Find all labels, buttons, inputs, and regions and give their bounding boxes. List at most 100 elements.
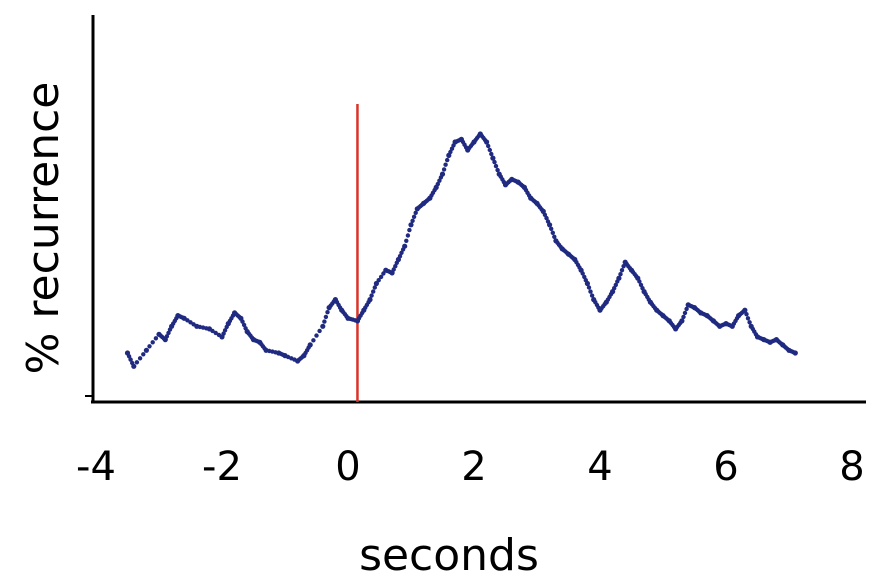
trace-dot bbox=[747, 320, 752, 325]
data-point bbox=[307, 342, 313, 348]
trace-dot bbox=[371, 289, 376, 294]
trace-dot bbox=[637, 279, 642, 284]
x-tick-label: 8 bbox=[839, 444, 864, 490]
trace-dot bbox=[487, 147, 492, 153]
trace-dot bbox=[682, 310, 688, 316]
trace-dot bbox=[549, 226, 554, 231]
trace-dot bbox=[150, 340, 155, 345]
trace-dot bbox=[582, 274, 587, 280]
x-tick-labels: -4 -2 0 2 4 6 8 bbox=[76, 444, 865, 490]
x-tick-label: 2 bbox=[461, 444, 486, 490]
trace-dot bbox=[413, 210, 418, 215]
trace-dot bbox=[437, 178, 442, 183]
trace-dot bbox=[210, 328, 215, 334]
trace-dot bbox=[410, 218, 415, 223]
trace-dot bbox=[323, 314, 329, 320]
trace-dot bbox=[391, 267, 396, 272]
trace-dot bbox=[550, 230, 555, 235]
trace-dot bbox=[322, 319, 327, 324]
data-point bbox=[402, 243, 408, 249]
trace-dot bbox=[618, 272, 623, 277]
data-point bbox=[547, 222, 553, 228]
trace-dot bbox=[372, 285, 377, 290]
trace-dot bbox=[378, 274, 384, 280]
trace-dot bbox=[213, 330, 218, 336]
trace-dot bbox=[441, 167, 447, 172]
trace-dot bbox=[745, 316, 751, 321]
trace-dot bbox=[399, 250, 404, 255]
data-point bbox=[367, 297, 373, 303]
trace-dot bbox=[744, 312, 749, 317]
trace-dot bbox=[619, 268, 625, 273]
trace-dot bbox=[137, 356, 143, 361]
data-point bbox=[143, 347, 149, 353]
data-point bbox=[616, 275, 622, 281]
trace-dot bbox=[153, 336, 159, 341]
trace-dot bbox=[449, 146, 455, 151]
trace-dot bbox=[684, 306, 689, 312]
data-series bbox=[124, 131, 798, 369]
trace-dot bbox=[241, 322, 247, 328]
x-tick-label: -4 bbox=[76, 444, 116, 490]
data-point bbox=[792, 350, 798, 356]
trace-dot bbox=[411, 214, 417, 219]
data-point bbox=[131, 363, 137, 369]
data-point bbox=[373, 280, 379, 287]
trace-dot bbox=[147, 344, 152, 349]
data-point bbox=[742, 307, 748, 313]
trace-dot bbox=[369, 293, 374, 298]
trace-dot bbox=[448, 149, 453, 155]
trace-dot bbox=[493, 163, 499, 169]
trace-dot bbox=[552, 234, 557, 239]
trace-dot bbox=[588, 289, 593, 294]
trace-dot bbox=[393, 264, 398, 269]
data-point bbox=[320, 323, 326, 329]
data-point bbox=[408, 222, 414, 228]
trace-dot bbox=[445, 157, 450, 163]
x-tick-label: 4 bbox=[587, 444, 612, 490]
trace-dot bbox=[638, 282, 644, 288]
data-point bbox=[679, 318, 685, 324]
trace-dot bbox=[613, 282, 618, 288]
x-tick-label: 0 bbox=[335, 444, 360, 490]
trace-dot bbox=[240, 319, 245, 324]
trace-dot bbox=[405, 233, 411, 238]
trace-dot bbox=[141, 352, 146, 357]
trace-dot bbox=[621, 264, 626, 269]
y-axis-title: % recurrence bbox=[18, 82, 69, 375]
trace-dot bbox=[222, 328, 228, 333]
trace-dot bbox=[589, 293, 595, 298]
trace-dot bbox=[376, 278, 381, 283]
trace-dot bbox=[492, 159, 497, 165]
trace-dot bbox=[311, 338, 316, 343]
trace-dot bbox=[681, 314, 686, 320]
trace-dot bbox=[489, 151, 494, 157]
trace-dot bbox=[544, 215, 549, 221]
data-point bbox=[439, 171, 446, 177]
x-tick-label: -2 bbox=[202, 444, 242, 490]
trace-dot bbox=[126, 354, 132, 359]
data-point bbox=[584, 280, 591, 287]
trace-dot bbox=[221, 331, 226, 336]
trace-dot bbox=[166, 330, 171, 336]
trace-dot bbox=[542, 212, 548, 217]
trace-dot bbox=[314, 333, 319, 338]
x-tick-label: 6 bbox=[713, 444, 738, 490]
trace-dot bbox=[443, 162, 448, 167]
trace-dot bbox=[435, 181, 440, 187]
trace-dot bbox=[128, 357, 133, 362]
trace-dot bbox=[164, 334, 170, 339]
trace-dot bbox=[586, 285, 592, 290]
x-axis-title: seconds bbox=[359, 530, 539, 581]
trace-dot bbox=[495, 167, 500, 173]
trace-dot bbox=[325, 310, 330, 315]
trace-dot bbox=[404, 238, 409, 243]
trace-dot bbox=[397, 254, 403, 259]
trace-dot bbox=[407, 227, 412, 233]
trace-dot bbox=[317, 328, 322, 334]
trace-dot bbox=[580, 271, 585, 276]
trace-dot bbox=[612, 286, 617, 291]
trace-dot bbox=[486, 143, 491, 149]
data-point bbox=[484, 139, 490, 145]
